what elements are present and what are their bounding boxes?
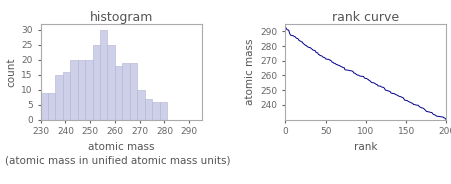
Bar: [55, 75, 63, 120]
Bar: [137, 90, 145, 120]
Y-axis label: atomic mass: atomic mass: [245, 38, 255, 105]
X-axis label: rank: rank: [354, 142, 377, 152]
Bar: [70, 60, 78, 120]
Text: (atomic mass in unified atomic mass units): (atomic mass in unified atomic mass unit…: [5, 156, 230, 166]
Bar: [63, 72, 70, 120]
Bar: [41, 93, 48, 120]
Bar: [48, 93, 55, 120]
Bar: [92, 45, 100, 120]
Bar: [152, 102, 160, 120]
Title: histogram: histogram: [89, 11, 153, 24]
Bar: [160, 102, 167, 120]
Bar: [85, 60, 92, 120]
Bar: [122, 63, 130, 120]
Y-axis label: count: count: [6, 57, 16, 86]
Bar: [100, 30, 107, 120]
Bar: [115, 66, 122, 120]
Title: rank curve: rank curve: [332, 11, 400, 24]
Bar: [107, 45, 115, 120]
Bar: [130, 63, 137, 120]
Bar: [78, 60, 85, 120]
Bar: [145, 99, 152, 120]
X-axis label: atomic mass: atomic mass: [88, 142, 154, 152]
